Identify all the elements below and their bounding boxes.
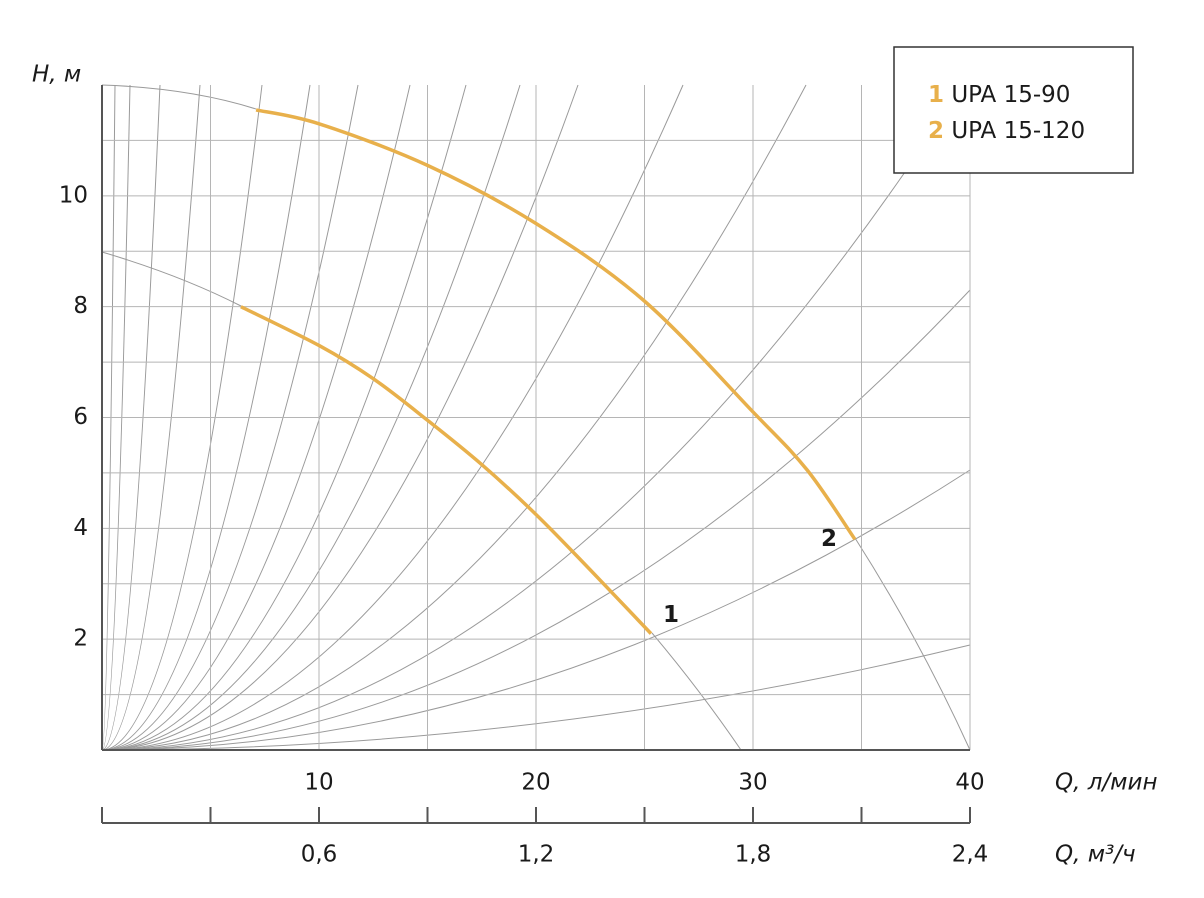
- pump-curve: [255, 108, 857, 541]
- x2-tick-label: 1,2: [518, 842, 555, 868]
- y-axis-title: H, м: [32, 62, 81, 88]
- x2-tick-label: 0,6: [301, 842, 338, 868]
- curve-label: 2: [821, 526, 837, 552]
- y-tick-label: 2: [73, 626, 88, 652]
- x-tick-label: 40: [955, 770, 984, 796]
- legend-entry: 2 UPA 15-120: [928, 118, 1085, 144]
- x-tick-label: 30: [738, 770, 767, 796]
- y-tick-label: 6: [73, 404, 88, 430]
- y-tick-label: 8: [73, 293, 88, 319]
- legend-box: [893, 46, 1134, 174]
- curve-label: 1: [663, 602, 679, 628]
- x2-tick-label: 1,8: [735, 842, 772, 868]
- legend-entry: 1 UPA 15-90: [928, 82, 1070, 108]
- grid: [102, 85, 971, 750]
- x2-tick-label: 2,4: [952, 842, 989, 868]
- x-tick-label: 20: [521, 770, 550, 796]
- x2-axis-title: Q, м³/ч: [1055, 842, 1136, 868]
- y-tick-label: 4: [73, 515, 88, 541]
- y-tick-label: 10: [59, 182, 88, 208]
- x-axis-title: Q, л/мин: [1055, 770, 1158, 796]
- pump-curve: [240, 305, 653, 635]
- marks: [240, 108, 857, 635]
- x-tick-label: 10: [304, 770, 333, 796]
